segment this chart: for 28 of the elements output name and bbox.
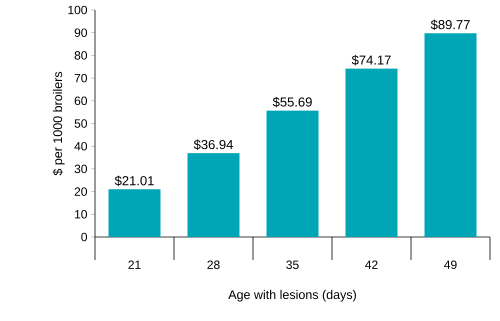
data-label: $21.01	[114, 176, 154, 186]
y-tick-label: 20	[74, 187, 88, 196]
y-tick-label: 100	[68, 6, 87, 14]
x-tick-label: 42	[365, 260, 378, 269]
y-tick-label: 50	[74, 119, 88, 128]
data-label: $89.77	[430, 19, 470, 30]
y-tick-label: 70	[74, 74, 88, 82]
x-tick-label: 49	[444, 260, 457, 270]
x-tick-label: 35	[286, 260, 299, 270]
y-tick-label: 40	[74, 142, 88, 150]
x-tick-label: 28	[207, 260, 220, 270]
bar	[266, 110, 319, 237]
data-label: $74.17	[352, 54, 391, 66]
bar	[108, 189, 161, 237]
bar	[424, 33, 477, 237]
x-axis-title: Age with lesions (days)	[228, 290, 356, 302]
x-tick-label: 21	[128, 260, 141, 269]
y-tick-label: 90	[74, 28, 88, 37]
data-label: $55.69	[272, 96, 312, 108]
bar	[188, 153, 240, 237]
y-tick-label: 10	[75, 210, 88, 219]
y-tick-label: 30	[74, 164, 88, 174]
data-label: $36.94	[194, 139, 233, 150]
y-tick-label: 80	[74, 51, 88, 60]
y-tick-label: 0	[81, 232, 88, 242]
y-tick-label: 60	[74, 96, 88, 106]
y-axis-title: $ per 1000 broilers	[52, 72, 65, 176]
bar	[346, 68, 398, 237]
